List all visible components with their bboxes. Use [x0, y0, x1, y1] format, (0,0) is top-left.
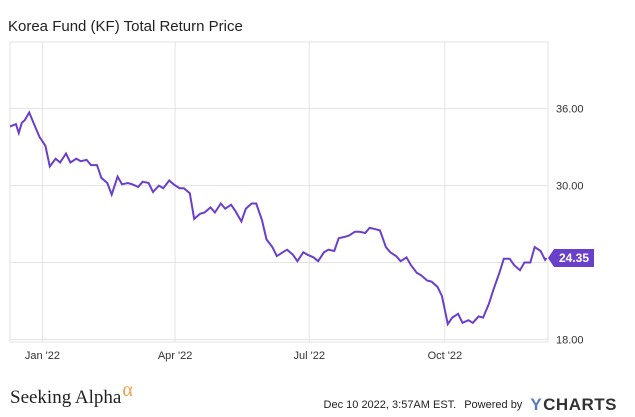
footer-info: Dec 10 2022, 3:57AM EST. Powered by Y CHA… — [324, 395, 617, 415]
last-value-badge — [548, 249, 594, 268]
seeking-alpha-logo: Seeking Alphaα — [10, 379, 133, 409]
price-line — [9, 110, 548, 327]
last-value-label: 24.35 — [548, 249, 594, 268]
brand-text: Seeking Alpha — [10, 387, 122, 408]
x-tick-label: Jan '22 — [25, 350, 60, 362]
x-tick-label: Oct '22 — [428, 350, 463, 362]
ycharts-wordmark: CHARTS — [543, 395, 617, 414]
y-tick-label: 36.00 — [556, 104, 584, 116]
plot-frame — [9, 41, 549, 343]
alpha-icon: α — [122, 379, 133, 401]
chart-title: Korea Fund (KF) Total Return Price — [8, 18, 243, 35]
x-tick-label: Jul '22 — [293, 350, 324, 362]
x-tick-label: Apr '22 — [158, 350, 193, 362]
y-tick-label: 30.00 — [556, 181, 584, 193]
y-axis-labels: 36.00 30.00 18.00 — [556, 104, 584, 347]
timestamp: Dec 10 2022, 3:57AM EST. — [323, 399, 457, 411]
grid — [9, 41, 549, 343]
ycharts-y-icon: Y — [530, 395, 543, 414]
ycharts-logo: Y CHARTS — [530, 395, 617, 415]
x-axis-labels: Jan '22 Apr '22 Jul '22 Oct '22 — [25, 350, 462, 362]
last-value-text: 24.35 — [559, 251, 589, 265]
y-tick-label: 18.00 — [556, 334, 584, 346]
powered-by: Powered by — [464, 399, 523, 411]
